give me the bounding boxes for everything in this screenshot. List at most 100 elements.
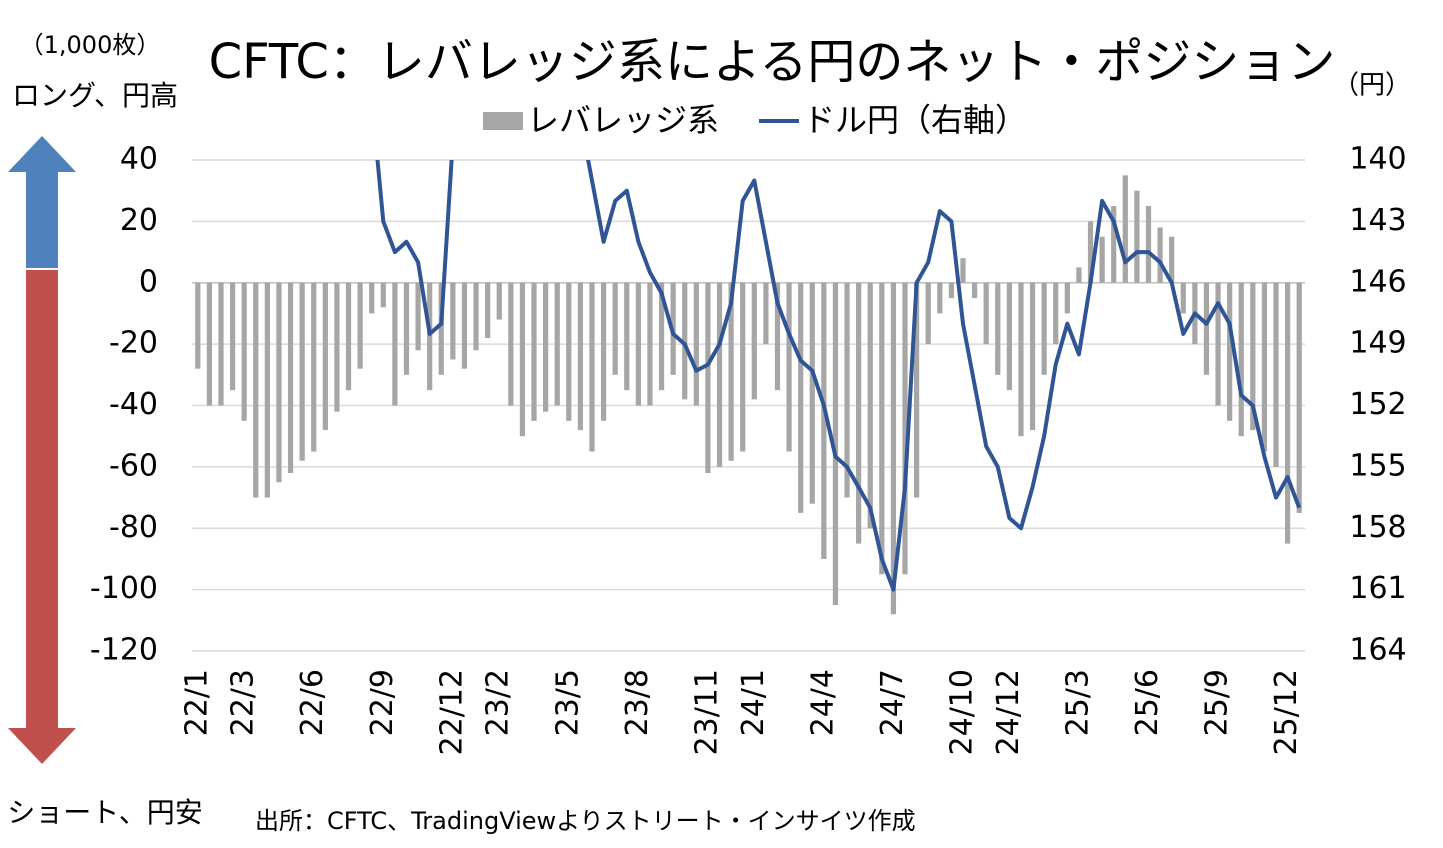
bar [438,282,444,375]
legend-label: レバレッジ系 [527,101,719,139]
long-note: ロング、円高 [12,79,178,112]
y2-tick-label: 149 [1349,326,1406,361]
bar [971,282,978,299]
bar [531,282,537,421]
bar [253,282,259,498]
x-tick-label: 24/12 [991,669,1026,755]
bar [380,282,386,308]
bar [1169,236,1175,283]
y-tick-label: -100 [90,571,158,606]
bar [485,282,491,338]
bar [287,282,294,474]
x-tick-label: 24/4 [805,669,840,736]
bar [1157,227,1163,283]
bar [1053,282,1059,345]
bar [1180,282,1186,314]
y2-tick-label: 155 [1349,448,1406,483]
bar [496,282,502,320]
bar [879,282,885,575]
x-tick-label: 25/9 [1200,669,1235,736]
x-tick-label: 24/1 [736,669,771,736]
direction-arrow [8,136,76,764]
bar [369,282,375,314]
line [375,160,1302,592]
bar [600,282,607,421]
x-tick-label: 23/5 [550,669,585,736]
y2-tick-label: 164 [1349,633,1406,668]
bar [1087,221,1094,283]
line-clip [375,160,1302,592]
bar [1145,206,1152,283]
x-tick-label: 22/1 [179,669,214,736]
x-tick-label: 25/3 [1060,669,1095,736]
x-tick-label: 22/9 [365,669,400,736]
bar [995,282,1001,375]
y-tick-label: -20 [109,326,158,361]
bar [821,282,827,559]
bar [740,282,746,452]
legend-label: ドル円（右軸） [803,101,1027,139]
bar [543,282,549,412]
bar [1227,282,1233,421]
bar [1273,282,1279,467]
bar [798,282,804,513]
bar [1111,206,1117,283]
x-tick-label: 24/7 [875,669,910,736]
x-tick-label: 22/3 [226,669,261,736]
bar [195,282,201,369]
bar [728,282,734,461]
bar [1041,282,1047,375]
bar [1285,282,1291,544]
bar [577,282,583,431]
y-unit: （1,000枚） [20,31,161,59]
bar [1006,282,1012,391]
bar [229,282,236,391]
bar [264,282,270,498]
bar [960,258,966,283]
y2-tick-label: 161 [1349,571,1406,606]
bar [322,282,328,431]
bar [658,282,665,391]
bar [635,282,641,406]
y-tick-label: -80 [109,510,158,545]
bar [624,282,630,391]
bar [867,282,873,529]
y-tick-label: 20 [120,203,158,238]
bar [218,282,224,406]
bar [914,282,920,498]
y-tick-label: 0 [139,264,158,299]
bar [705,282,711,474]
y2-tick-label: 152 [1349,387,1406,422]
bar [1215,282,1221,406]
bar [473,282,479,351]
bar [937,282,943,314]
bar [1238,282,1244,437]
bar [450,282,456,360]
bar [1261,282,1268,452]
y2-tick-label: 143 [1349,203,1406,238]
bar [925,282,931,345]
bar [832,282,839,605]
bar [1064,282,1070,314]
bar [311,282,317,452]
y2-tick-label: 140 [1349,142,1406,177]
bar [1076,267,1082,283]
bar [856,282,862,544]
bar [751,282,757,400]
x-tick-label: 25/6 [1130,669,1165,736]
bar [774,282,781,391]
bar [682,282,688,400]
bar [461,282,468,369]
legend-swatch [483,112,523,130]
y2-unit: （円） [1333,71,1411,101]
source-note: 出所：CFTC、TradingViewよりストリート・インサイツ作成 [255,807,916,835]
bar [345,282,352,391]
bar [415,282,421,351]
bar [612,282,618,375]
x-tick-label: 23/11 [689,669,724,755]
bar [948,282,954,299]
bar [902,282,908,575]
bar [809,282,815,504]
y-tick-label: -60 [109,448,158,483]
